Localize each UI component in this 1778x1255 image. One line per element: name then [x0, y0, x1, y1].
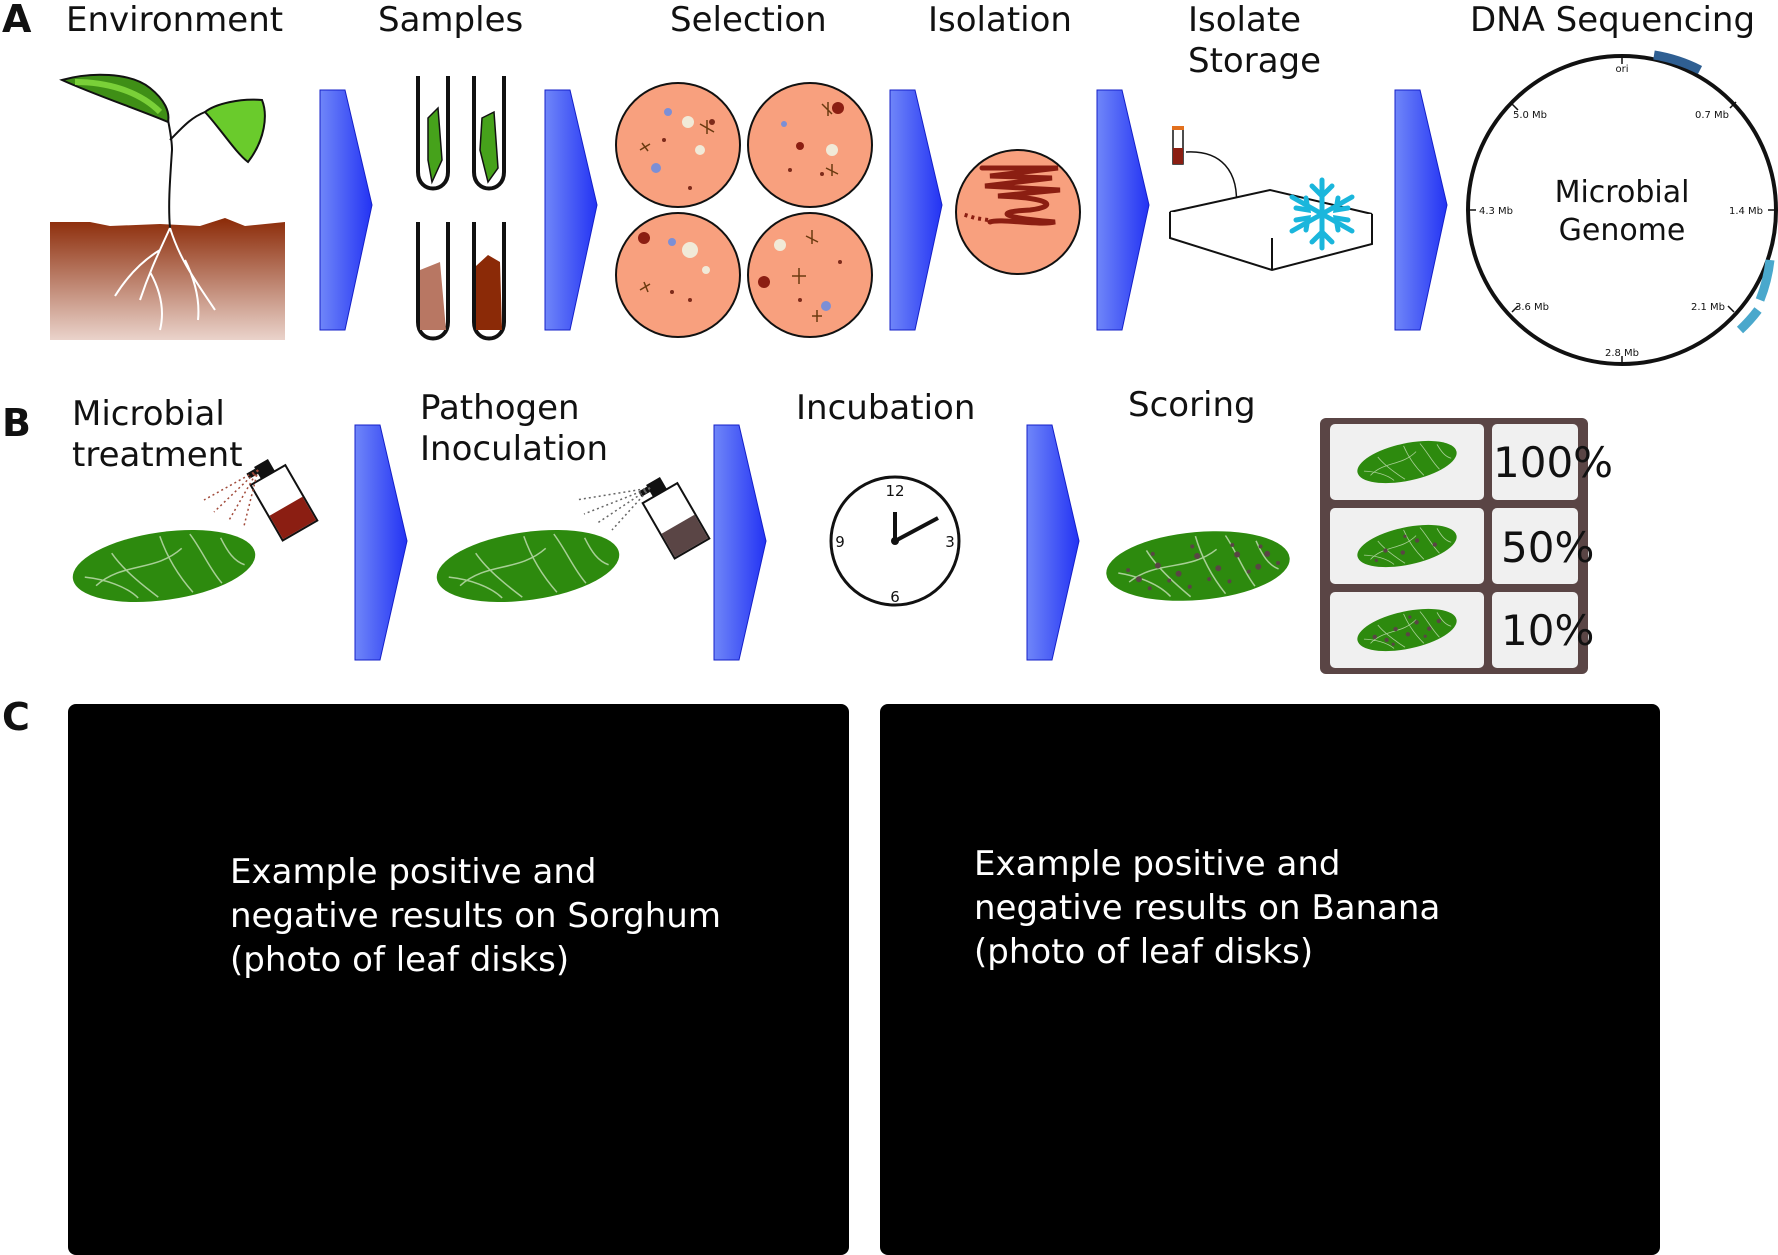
step-scoring-label: Scoring	[1128, 385, 1256, 425]
flow-arrow	[889, 89, 943, 331]
genome-tick-label: 0.7 Mb	[1695, 110, 1729, 121]
panel-letter-a: A	[2, 0, 32, 41]
genome-tick-label: 3.6 Mb	[1515, 302, 1549, 313]
flow-arrow	[713, 424, 767, 661]
step-samples-label: Samples	[378, 0, 524, 40]
genome-map: ori 0.7 Mb 1.4 Mb 2.1 Mb 2.8 Mb 3.6 Mb 4…	[1466, 50, 1778, 366]
score-label: 100%	[1493, 438, 1613, 487]
snowflake-icon	[1289, 177, 1355, 251]
step-selection-label: Selection	[670, 0, 827, 40]
flow-arrow	[1096, 89, 1150, 331]
clock-icon: 12 3 6 9	[829, 475, 961, 607]
genome-tick-label: ori	[1615, 64, 1628, 75]
treated-leaf-disk	[67, 518, 261, 614]
spray-bottle-pathogen	[638, 476, 711, 560]
flow-arrow	[544, 89, 598, 331]
panel-letter-c: C	[2, 695, 30, 739]
banana-photo-placeholder: Example positive and negative results on…	[880, 704, 1660, 1255]
plant-soil-illustration	[50, 73, 285, 340]
step-environment-label: Environment	[66, 0, 284, 40]
step-dna-sequencing-label: DNA Sequencing	[1470, 0, 1756, 40]
panel-letter-b: B	[2, 401, 31, 445]
step-isolate-storage-label: Isolate Storage	[1188, 0, 1322, 81]
step-isolation-label: Isolation	[928, 0, 1072, 40]
sample-tubes	[416, 76, 506, 341]
sorghum-placeholder-caption: Example positive and negative results on…	[230, 852, 721, 981]
isolation-plate	[955, 149, 1081, 275]
banana-placeholder-caption: Example positive and negative results on…	[974, 844, 1441, 973]
flow-arrow	[1394, 89, 1448, 331]
genome-tick-label: 2.1 Mb	[1691, 302, 1725, 313]
genome-center-label: Microbial Genome	[1554, 175, 1690, 248]
genome-tick-label: 1.4 Mb	[1729, 206, 1763, 217]
step-microbial-treatment-label: Microbial treatment	[72, 394, 243, 475]
clock-number: 6	[890, 588, 900, 606]
sorghum-photo-placeholder: Example positive and negative results on…	[68, 704, 849, 1255]
flow-arrow	[1026, 424, 1080, 661]
scored-leaf-disk	[1102, 523, 1294, 609]
flow-arrow	[319, 89, 373, 331]
clock-number: 3	[945, 533, 955, 551]
inoculated-leaf-disk	[431, 518, 625, 614]
genome-tick-label: 5.0 Mb	[1513, 110, 1547, 121]
spray-bottle-microbial	[246, 458, 319, 542]
clock-number: 9	[835, 533, 845, 551]
flow-arrow	[354, 424, 408, 661]
score-label: 50%	[1501, 523, 1594, 572]
step-incubation-label: Incubation	[796, 388, 976, 428]
selection-plates	[615, 82, 873, 338]
storage-illustration	[1169, 126, 1373, 272]
clock-number: 12	[885, 482, 904, 500]
score-label: 10%	[1501, 606, 1594, 655]
genome-tick-label: 2.8 Mb	[1605, 348, 1639, 359]
genome-tick-label: 4.3 Mb	[1479, 206, 1513, 217]
step-pathogen-inoculation-label: Pathogen Inoculation	[420, 388, 609, 469]
scoring-table: 100% 50% 10%	[1320, 418, 1613, 674]
